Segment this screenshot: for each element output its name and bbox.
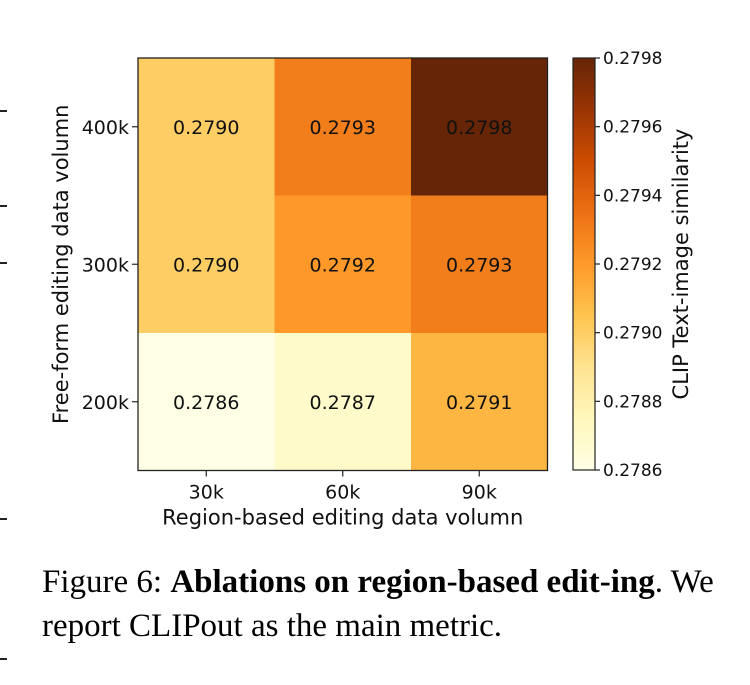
heatmap-cell — [138, 333, 275, 471]
heatmap-chart: 0.2790 0.2793 0.2798 0.2790 0.2792 0.2793 0.27… — [49, 49, 693, 530]
heatmap-svg: 0.2790 0.2793 0.2798 0.2790 0.2792 0.2793 0.27… — [49, 49, 693, 530]
margin-mark — [0, 518, 7, 520]
cell-value-label: 0.2791 — [446, 392, 512, 414]
colorbar-tick-label: 0.2798 — [603, 49, 662, 69]
colorbar-tick-label: 0.2792 — [603, 255, 662, 275]
heatmap-cell — [138, 195, 275, 334]
cell-value-label: 0.2793 — [310, 117, 376, 139]
caption-rest: . We report CLIPout as the main metric. — [42, 564, 714, 644]
cell-value-label: 0.2793 — [446, 254, 512, 276]
heatmap-cell — [411, 195, 548, 334]
caption-bold: Ablations on region-based edit-ing — [170, 564, 655, 600]
y-tick-label: 400k — [82, 117, 129, 139]
cell-value-label: 0.2790 — [173, 117, 239, 139]
heatmap-cell — [138, 58, 275, 196]
cell-value-label: 0.2798 — [446, 117, 512, 139]
cell-value-label: 0.2792 — [310, 254, 376, 276]
heatmap-cell — [274, 195, 412, 334]
margin-mark — [0, 262, 7, 264]
colorbar-label: CLIP Text-image similarity — [669, 129, 693, 400]
margin-mark — [0, 205, 7, 207]
margin-mark — [0, 110, 7, 112]
margin-mark — [0, 658, 7, 660]
x-tick-label: 30k — [189, 482, 224, 504]
heatmap-cell — [274, 333, 412, 471]
cell-value-label: 0.2790 — [173, 254, 239, 276]
colorbar-tick-label: 0.2794 — [603, 186, 662, 206]
x-tick-label: 60k — [325, 482, 360, 504]
colorbar — [572, 57, 596, 471]
y-axis-label: Free-form editing data volumn — [49, 105, 73, 424]
colorbar-tick-label: 0.2790 — [603, 324, 662, 344]
x-axis-label: Region-based editing data volumn — [162, 506, 523, 530]
colorbar-tick-label: 0.2796 — [603, 118, 662, 138]
heatmap-cell — [411, 333, 548, 471]
colorbar-tick-label: 0.2788 — [603, 392, 662, 412]
cell-value-label: 0.2787 — [310, 392, 376, 414]
y-tick-label: 200k — [82, 392, 129, 414]
x-tick-label: 90k — [462, 482, 497, 504]
cell-value-label: 0.2786 — [173, 392, 239, 414]
figure-caption: Figure 6: Ablations on region-based edit… — [42, 560, 732, 648]
y-tick-label: 300k — [82, 254, 129, 276]
heatmap-cell — [274, 58, 412, 196]
heatmap-cell — [411, 58, 548, 196]
caption-prefix: Figure 6: — [42, 564, 171, 600]
colorbar-tick-label: 0.2786 — [603, 461, 662, 481]
